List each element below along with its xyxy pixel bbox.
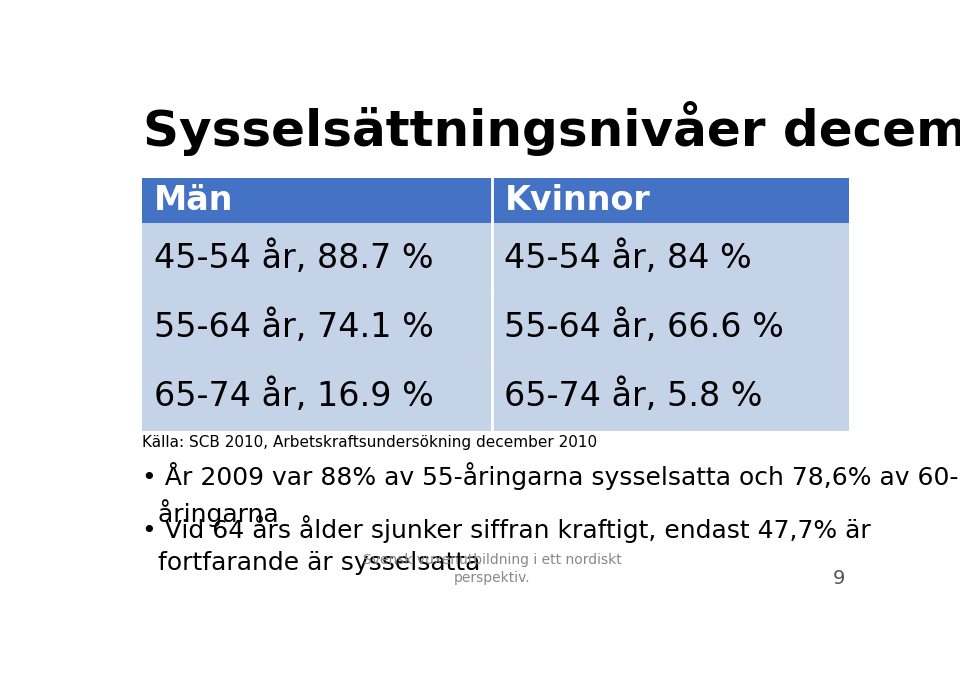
Text: 65-74 år, 5.8 %: 65-74 år, 5.8 % xyxy=(504,379,763,413)
Text: 9: 9 xyxy=(832,569,845,587)
Text: Kvinnor: Kvinnor xyxy=(504,184,650,217)
Bar xyxy=(142,178,492,223)
Bar xyxy=(492,178,849,223)
Text: • År 2009 var 88% av 55-åringarna sysselsatta och 78,6% av 60-
  åringarna: • År 2009 var 88% av 55-åringarna syssel… xyxy=(142,462,958,527)
Text: • Vid 64 års ålder sjunker siffran kraftigt, endast 47,7% är
  fortfarande är sy: • Vid 64 års ålder sjunker siffran kraft… xyxy=(142,515,871,575)
Text: 55-64 år, 74.1 %: 55-64 år, 74.1 % xyxy=(155,310,434,344)
Text: Sysselsättningsnivåer december 2010: Sysselsättningsnivåer december 2010 xyxy=(143,101,960,156)
Text: Män: Män xyxy=(155,184,233,217)
Text: 45-54 år, 84 %: 45-54 år, 84 % xyxy=(504,240,752,274)
Text: 55-64 år, 66.6 %: 55-64 år, 66.6 % xyxy=(504,310,784,344)
Text: 65-74 år, 16.9 %: 65-74 år, 16.9 % xyxy=(155,379,434,413)
Bar xyxy=(142,292,849,362)
Bar xyxy=(142,362,849,431)
Text: Källa: SCB 2010, Arbetskraftsundersökning december 2010: Källa: SCB 2010, Arbetskraftsundersöknin… xyxy=(142,435,597,450)
Text: 45-54 år, 88.7 %: 45-54 år, 88.7 % xyxy=(155,240,434,274)
Bar xyxy=(142,223,849,292)
Text: Svensk vuxenutbildning i ett nordiskt
perspektiv.: Svensk vuxenutbildning i ett nordiskt pe… xyxy=(363,554,621,585)
